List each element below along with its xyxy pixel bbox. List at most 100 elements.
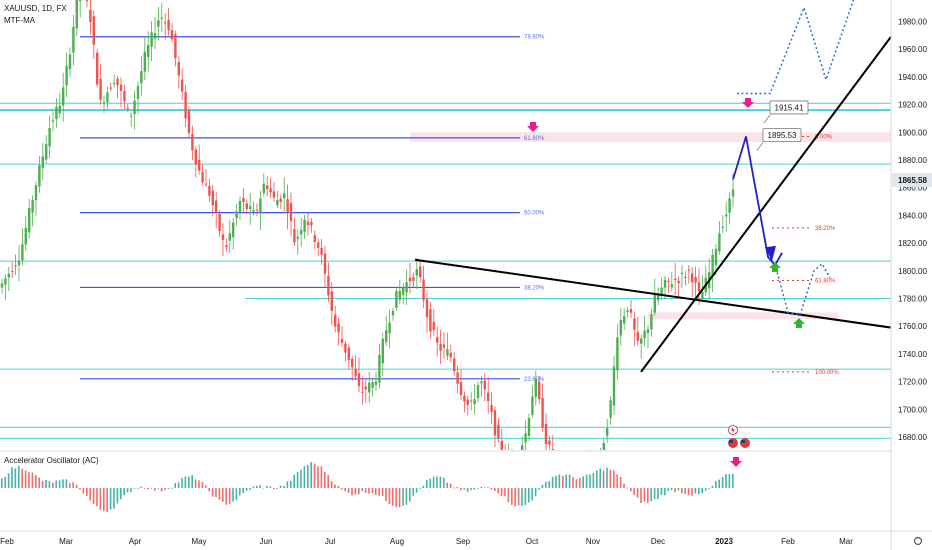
time-tick-label: Sep [456, 537, 471, 546]
candle-body [235, 211, 238, 219]
candle-body [252, 210, 255, 212]
oscillator-bar [320, 466, 323, 488]
candle-body [38, 165, 41, 187]
candle-body [721, 226, 724, 228]
oscillator-bar [31, 472, 34, 488]
candle-body [405, 282, 408, 293]
oscillator-bar [293, 474, 295, 488]
candle-body [266, 185, 269, 190]
time-tick-label: Jun [260, 537, 273, 546]
oscillator-bar [466, 488, 469, 492]
oscillator-bar [137, 488, 139, 489]
oscillator-bar [313, 463, 316, 488]
oscillator-bar [721, 477, 724, 488]
candle-body [34, 185, 38, 201]
oscillator-bar [41, 480, 44, 488]
oscillator-bar [266, 485, 268, 488]
candle-body [136, 86, 140, 100]
oscillator-bar [211, 488, 214, 497]
oscillator-bar [235, 488, 238, 501]
candle-body [21, 244, 24, 261]
indicator-name[interactable]: MTF-MA [4, 16, 36, 25]
time-tick-label: Mar [839, 537, 853, 546]
oscillator-bar [490, 488, 493, 490]
candle-body [232, 222, 235, 238]
oscillator-bar [395, 488, 397, 508]
candle-body [480, 381, 483, 384]
candle-body [629, 308, 633, 313]
oscillator-bar [626, 487, 629, 489]
candle-body [68, 54, 72, 70]
candle-body [687, 269, 690, 271]
candle-body [330, 291, 333, 311]
support-zone [648, 312, 838, 320]
oscillator-bar [650, 488, 652, 502]
oscillator-bar [198, 480, 200, 488]
oscillator-bar [698, 488, 700, 495]
candle-body [425, 299, 429, 318]
candle-body [327, 275, 330, 296]
candle-body [493, 410, 497, 436]
candle-body [653, 294, 656, 313]
candle-body [633, 318, 636, 330]
candle-body [51, 120, 55, 122]
candle-body [470, 400, 473, 402]
price-tick-label: 1760.00 [898, 322, 927, 331]
time-axis[interactable]: Feb Mar Apr May Jun Jul Aug Sep Oct Nov Dec 2023 Feb… [0, 530, 932, 546]
oscillator-bar [521, 488, 523, 506]
candle-body [657, 293, 660, 301]
candle-body [527, 417, 531, 436]
candle-body [14, 265, 17, 267]
time-tick-label: Oct [526, 537, 539, 546]
oscillator-bar [456, 487, 459, 488]
oscillator-title[interactable]: Accelerator Oscillator (AC) [4, 456, 99, 465]
price-tick-label: 1680.00 [898, 433, 927, 442]
candle-body [364, 386, 367, 390]
oscillator-bar [653, 488, 656, 500]
settings-gear-icon[interactable] [913, 536, 923, 546]
candle-body [126, 107, 129, 109]
oscillator-bar [174, 483, 176, 488]
candle-body [41, 156, 44, 169]
oscillator-bar [483, 487, 486, 489]
candle-body [684, 276, 687, 278]
oscillator-bar [181, 478, 183, 488]
oscillator-bar [694, 488, 697, 494]
candle-body [164, 22, 167, 24]
candle-body [361, 391, 364, 393]
candle-body [391, 310, 395, 316]
oscillator-bar [126, 488, 129, 493]
candle-body [221, 234, 225, 241]
oscillator-bar [691, 488, 693, 496]
oscillator-bar [677, 488, 680, 491]
horizontal-levels [0, 102, 891, 439]
candle-body [204, 183, 208, 185]
oscillator-bar [531, 488, 533, 501]
candle-body [541, 397, 544, 428]
oscillator-bar [633, 488, 635, 496]
candle-body [623, 316, 626, 324]
candle-body [449, 352, 452, 358]
symbol-title[interactable]: XAUUSD, 1D, FX [4, 4, 67, 13]
oscillator-bar [534, 488, 537, 497]
oscillator-bar [732, 473, 734, 488]
trendlines[interactable] [414, 36, 892, 373]
oscillator-bar [164, 488, 166, 491]
oscillator-bar [507, 488, 510, 503]
candle-body [11, 270, 14, 272]
price-axis[interactable]: 1680.00 1700.00 1720.00 1740.00 1760.00 1780.… [890, 0, 932, 550]
oscillator-bar [443, 477, 445, 488]
candle-body [619, 319, 622, 336]
candle-body [378, 354, 381, 383]
time-tick-label: 2023 [715, 537, 733, 546]
oscillator-bar [123, 488, 125, 496]
oscillator-bar [398, 488, 401, 508]
fib-left-label: 50.00% [524, 211, 545, 217]
oscillator-bar [487, 487, 489, 489]
oscillator-bar [528, 488, 530, 503]
candle-body [147, 45, 150, 57]
candle-body [439, 344, 442, 351]
oscillator-bar [38, 477, 40, 488]
price-callout-text: 1915.41 [775, 103, 804, 112]
